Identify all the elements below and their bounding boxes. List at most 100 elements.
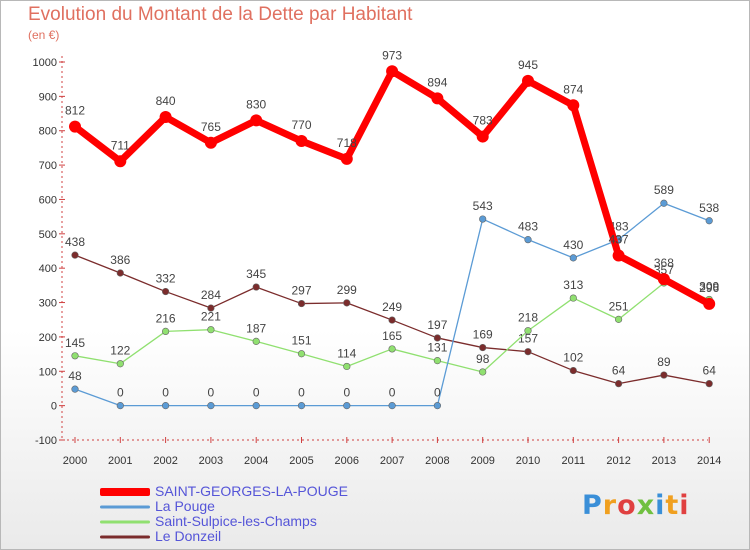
- data-point: [433, 334, 442, 342]
- legend-swatch: [100, 535, 150, 538]
- data-label: 345: [246, 267, 266, 281]
- legend-swatch: [100, 487, 150, 496]
- data-point: [479, 368, 487, 376]
- data-point: [476, 130, 489, 143]
- y-tick-label: 800: [39, 126, 57, 138]
- data-point: [388, 402, 396, 410]
- x-tick-label: 2010: [516, 455, 540, 467]
- data-point: [116, 402, 124, 410]
- data-point: [116, 269, 124, 277]
- data-point: [297, 299, 306, 308]
- data-point: [660, 371, 668, 379]
- data-point: [612, 249, 625, 262]
- data-label: 894: [427, 75, 447, 89]
- y-tick-label: 500: [39, 229, 57, 241]
- data-label: 131: [427, 341, 447, 355]
- data-point: [705, 217, 713, 225]
- data-label: 368: [654, 256, 674, 270]
- data-label: 812: [65, 104, 85, 118]
- legend-label: Saint-Sulpice-les-Champs: [155, 513, 317, 529]
- logo-letter: r: [602, 490, 618, 521]
- logo-letter: i: [679, 490, 690, 521]
- data-point: [522, 74, 534, 87]
- data-point: [657, 273, 670, 286]
- series-line: [74, 282, 710, 373]
- data-point: [524, 236, 532, 244]
- x-tick-label: 2005: [289, 455, 313, 467]
- x-tick-label: 2012: [606, 455, 630, 467]
- data-label: 145: [65, 336, 85, 350]
- legend-swatch: [100, 520, 150, 523]
- data-point: [162, 402, 170, 410]
- data-point: [71, 251, 79, 259]
- data-point: [388, 345, 396, 353]
- data-point: [386, 65, 399, 78]
- data-point: [569, 254, 577, 262]
- data-label: 0: [389, 386, 396, 400]
- x-tick-label: 2000: [63, 455, 87, 467]
- data-label: 151: [291, 334, 311, 348]
- data-point: [116, 360, 124, 368]
- data-label: 874: [563, 82, 583, 96]
- data-point: [479, 215, 487, 223]
- y-tick-label: 100: [39, 366, 57, 378]
- y-tick-label: 900: [39, 91, 57, 103]
- data-point: [207, 304, 215, 312]
- data-label: 89: [657, 355, 671, 369]
- data-label: 197: [427, 318, 447, 332]
- data-point: [207, 402, 215, 410]
- data-label: 169: [473, 328, 493, 342]
- data-point: [252, 402, 260, 410]
- data-point: [660, 199, 668, 207]
- legend-label: Le Donzeil: [155, 528, 222, 544]
- data-label: 0: [434, 386, 441, 400]
- data-point: [252, 283, 260, 291]
- y-tick-label: 1000: [33, 57, 57, 69]
- data-label: 0: [298, 386, 305, 400]
- data-point: [614, 315, 623, 323]
- data-label: 765: [201, 120, 221, 134]
- x-tick-label: 2002: [153, 455, 177, 467]
- data-point: [343, 402, 351, 410]
- data-point: [114, 155, 127, 168]
- data-label: 332: [156, 272, 176, 286]
- data-point: [162, 287, 170, 296]
- legend-label: La Pouge: [155, 498, 215, 514]
- legend-label: SAINT-GEORGES-LA-POUGE: [155, 483, 348, 499]
- x-tick-label: 2003: [199, 455, 223, 467]
- data-label: 973: [382, 48, 402, 62]
- data-label: 299: [337, 283, 357, 297]
- x-tick-label: 2001: [108, 455, 132, 467]
- data-label: 64: [612, 364, 626, 378]
- data-label: 840: [156, 94, 176, 108]
- data-label: 251: [609, 299, 629, 313]
- x-tick-label: 2006: [335, 455, 359, 467]
- data-label: 187: [246, 321, 266, 335]
- data-label: 309: [699, 279, 719, 293]
- x-tick-label: 2008: [425, 455, 449, 467]
- data-point: [297, 402, 306, 410]
- data-point: [295, 135, 308, 148]
- data-label: 830: [246, 97, 266, 111]
- data-point: [524, 327, 532, 335]
- data-point: [69, 120, 81, 133]
- data-label: 438: [65, 235, 85, 249]
- data-label: 538: [699, 201, 719, 215]
- data-point: [159, 110, 172, 123]
- data-point: [479, 343, 487, 352]
- data-point: [162, 327, 170, 336]
- data-label: 218: [518, 311, 538, 325]
- data-point: [703, 297, 716, 310]
- chart-subtitle: (en €): [28, 28, 60, 42]
- data-label: 437: [609, 232, 629, 246]
- x-tick-label: 2011: [561, 455, 585, 467]
- data-label: 64: [703, 364, 717, 378]
- data-label: 945: [518, 58, 538, 72]
- data-label: 122: [110, 344, 130, 358]
- x-tick-label: 2007: [380, 455, 404, 467]
- data-point: [433, 402, 442, 410]
- y-tick-label: 700: [39, 160, 57, 172]
- y-tick-label: -100: [35, 435, 57, 447]
- data-label: 114: [337, 346, 356, 360]
